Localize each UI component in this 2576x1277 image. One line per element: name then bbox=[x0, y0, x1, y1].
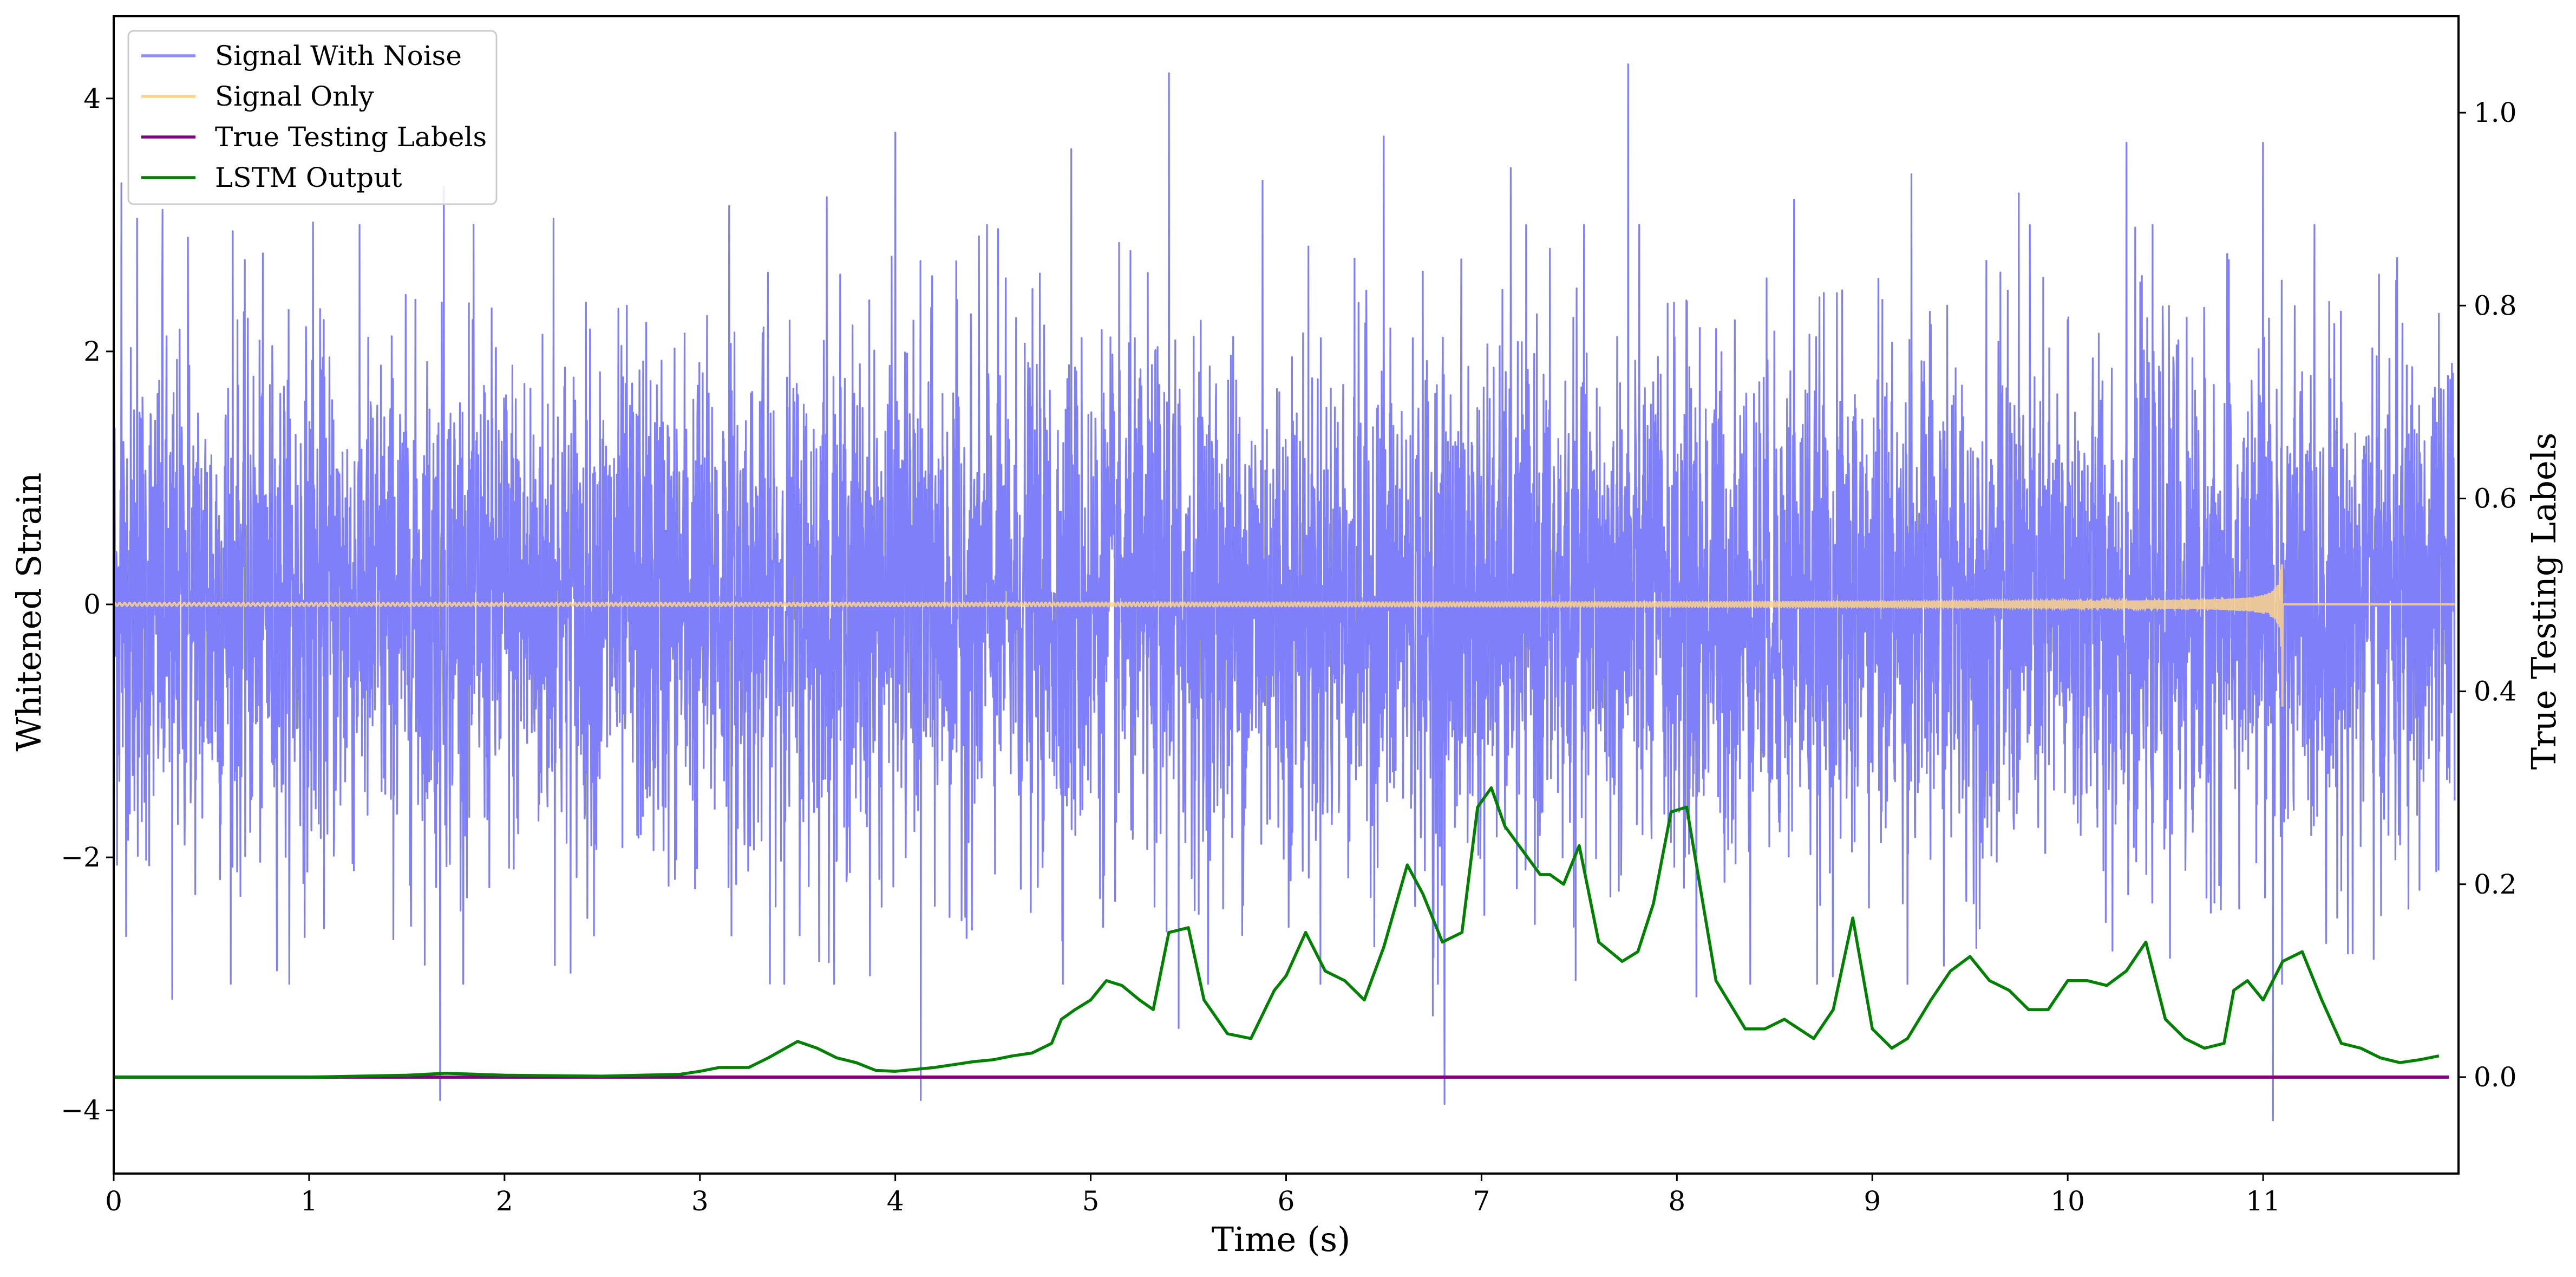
x-tick-label: 8 bbox=[1668, 1185, 1685, 1217]
x-tick-label: 4 bbox=[887, 1185, 904, 1217]
legend-label: LSTM Output bbox=[215, 162, 402, 193]
y2-tick-label: 0.4 bbox=[2474, 676, 2517, 707]
x-tick-label: 3 bbox=[691, 1185, 709, 1217]
legend-label: Signal Only bbox=[215, 81, 374, 112]
x-tick-label: 2 bbox=[496, 1185, 513, 1217]
x-axis-title: Time (s) bbox=[1212, 1220, 1351, 1259]
y-tick-label: 2 bbox=[83, 336, 101, 367]
y-axis-title: Whitened Strain bbox=[9, 473, 49, 752]
x-tick-label: 6 bbox=[1278, 1185, 1295, 1217]
y2-tick-label: 0.2 bbox=[2474, 869, 2517, 900]
series-signal-only bbox=[114, 564, 2455, 707]
x-tick-label: 7 bbox=[1473, 1185, 1490, 1217]
y-tick-label: −4 bbox=[61, 1094, 101, 1126]
x-tick-label: 0 bbox=[105, 1185, 122, 1217]
plot-area bbox=[114, 63, 2456, 1122]
axes: 0 1 2 3 4 5 6 7 8 9 10 11 −4 −2 0 2 4 0.0 0.2 0.4 0.6 0.8 1.0 bbox=[61, 15, 2517, 1217]
y2-tick-label: 0.0 bbox=[2474, 1061, 2517, 1093]
legend: Signal With Noise Signal Only True Testing… bbox=[127, 30, 498, 205]
legend-label: True Testing Labels bbox=[215, 121, 487, 153]
y-tick-label: 0 bbox=[83, 589, 101, 620]
x-tick-label: 10 bbox=[2050, 1185, 2085, 1217]
y2-tick-label: 1.0 bbox=[2474, 97, 2517, 128]
x-tick-label: 11 bbox=[2246, 1185, 2280, 1217]
legend-label: Signal With Noise bbox=[215, 40, 462, 71]
series-lstm-output bbox=[114, 786, 2440, 1079]
y2-tick-label: 0.8 bbox=[2474, 290, 2517, 321]
y2-tick-label: 0.6 bbox=[2474, 483, 2517, 514]
x-tick-label: 9 bbox=[1864, 1185, 1881, 1217]
y2-axis-title: True Testing Labels bbox=[2524, 433, 2564, 770]
x-tick-label: 5 bbox=[1082, 1185, 1100, 1217]
y-tick-label: −2 bbox=[61, 842, 101, 873]
x-tick-label: 1 bbox=[300, 1185, 318, 1217]
y-tick-label: 4 bbox=[83, 83, 101, 114]
series-signal-with-noise bbox=[114, 63, 2456, 1122]
legend-box bbox=[127, 30, 498, 205]
